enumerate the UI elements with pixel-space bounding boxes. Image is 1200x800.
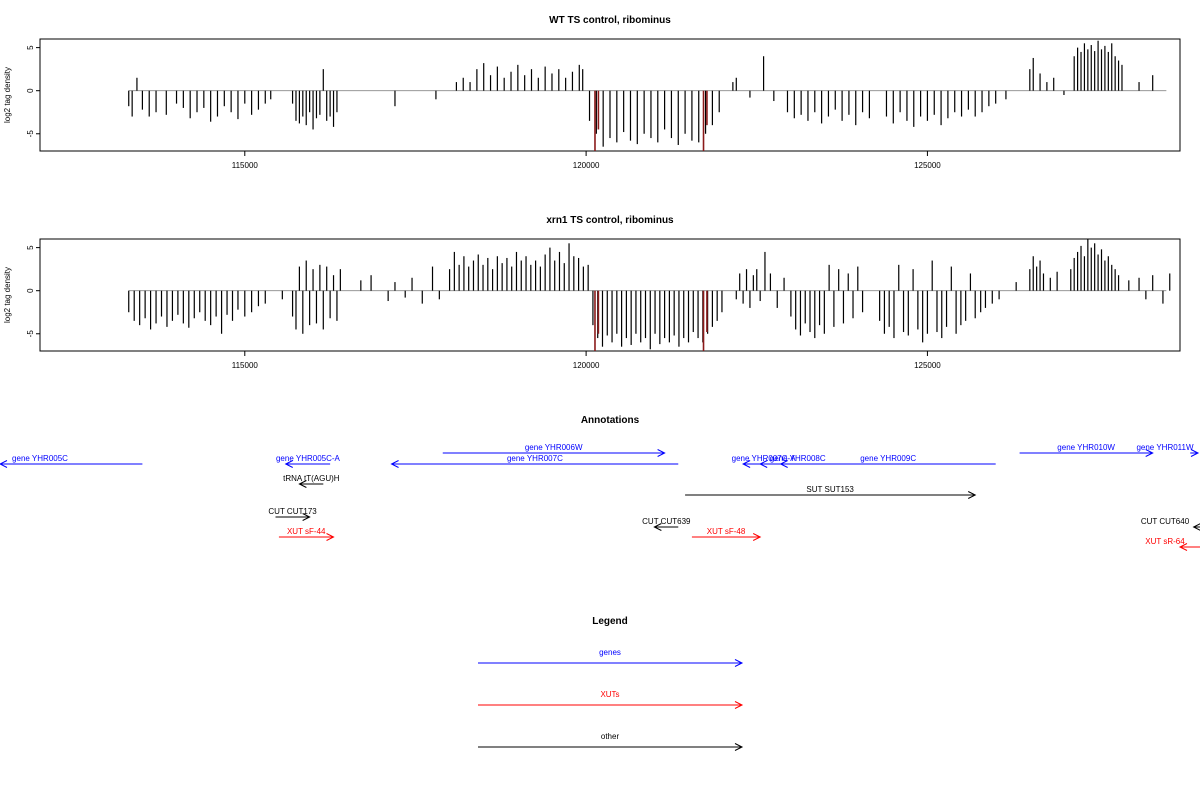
xrn1-y-tick-label: 5 bbox=[26, 245, 35, 250]
feature-label: gene YHR010W bbox=[1057, 443, 1115, 452]
feature-arrow-head bbox=[1190, 449, 1200, 457]
feature-label: XUT sR-64 bbox=[1145, 537, 1185, 546]
feature-label: gene YHR007C-A bbox=[732, 454, 797, 463]
xrn1-x-tick-label: 120000 bbox=[573, 361, 600, 370]
wt-y-tick-label: -5 bbox=[26, 130, 35, 138]
wt-x-tick-label: 125000 bbox=[914, 161, 941, 170]
legend-item-arrow-head bbox=[734, 701, 744, 709]
wt-x-axis: 115000 120000 125000 bbox=[232, 151, 941, 170]
feature-arrow-head bbox=[390, 460, 399, 468]
feature-arrow-head bbox=[752, 533, 762, 541]
xrn1-plot-frame bbox=[39, 238, 1181, 352]
feature-arrow-head bbox=[657, 449, 666, 457]
legend-item-label: XUTs bbox=[600, 690, 619, 699]
wt-y-axis: -5 0 5 bbox=[26, 45, 40, 137]
annotations-title: Annotations bbox=[581, 415, 640, 426]
wt-track-panel: WT TS control, ribominus log2 tag densit… bbox=[3, 15, 1181, 170]
xrn1-track-title: xrn1 TS control, ribominus bbox=[546, 215, 674, 226]
feature-arrow-head bbox=[326, 533, 335, 541]
feature-label: gene YHR009C bbox=[860, 454, 916, 463]
wt-y-tick-label: 5 bbox=[26, 45, 35, 50]
feature-label: CUT CUT639 bbox=[642, 517, 691, 526]
xrn1-x-tick-label: 125000 bbox=[914, 361, 941, 370]
xrn1-y-axis-label: log2 tag density bbox=[3, 267, 12, 323]
xrn1-y-tick-label: 0 bbox=[26, 288, 35, 293]
feature-label: CUT CUT173 bbox=[268, 507, 317, 516]
wt-x-tick-label: 120000 bbox=[573, 161, 600, 170]
legend-panel: Legend genes XUTs other bbox=[478, 616, 744, 751]
feature-label: gene YHR005C-A bbox=[276, 454, 341, 463]
feature-arrow-head bbox=[284, 460, 293, 468]
feature-arrow-head bbox=[967, 491, 977, 499]
wt-plot-frame bbox=[39, 38, 1181, 152]
wt-y-axis-label: log2 tag density bbox=[3, 67, 12, 123]
legend-item-label: other bbox=[601, 732, 620, 741]
feature-arrow-head bbox=[653, 523, 662, 531]
annotations-panel: Annotations gene YHR005C gene YHR005C-Age… bbox=[0, 415, 1200, 551]
feature-label: CUT CUT640 bbox=[1141, 517, 1190, 526]
legend-item-arrow-head bbox=[734, 659, 744, 667]
feature-arrow-head bbox=[779, 460, 788, 468]
feature-label: tRNA tT(AGU)H bbox=[283, 474, 340, 483]
xrn1-y-axis: -5 0 5 bbox=[26, 245, 40, 337]
feature-label: gene YHR007C bbox=[507, 454, 563, 463]
feature-arrow-head bbox=[0, 460, 8, 468]
legend-item-label: genes bbox=[599, 648, 621, 657]
legend-item-arrow-head bbox=[734, 743, 744, 751]
feature-label: XUT sF-44 bbox=[287, 527, 326, 536]
feature-arrow-head bbox=[1145, 449, 1154, 457]
feature-label: gene YHR005C bbox=[12, 454, 68, 463]
wt-x-tick-label: 115000 bbox=[232, 161, 259, 170]
feature-label: gene YHR011W bbox=[1136, 443, 1194, 452]
feature-arrow-head bbox=[298, 480, 307, 488]
feature-arrow-head bbox=[302, 513, 311, 521]
legend-title: Legend bbox=[592, 616, 628, 627]
xrn1-y-tick-label: -5 bbox=[26, 330, 35, 338]
feature-arrow-head bbox=[759, 460, 768, 468]
legend-items: genes XUTs other bbox=[478, 648, 744, 751]
feature-arrow-head bbox=[741, 460, 751, 468]
wt-track-title: WT TS control, ribominus bbox=[549, 15, 671, 26]
wt-y-tick-label: 0 bbox=[26, 88, 35, 93]
xrn1-bars bbox=[128, 239, 1171, 351]
feature-arrow-head bbox=[1178, 543, 1188, 551]
feature-arrows: gene YHR005C gene YHR005C-A gene YHR006W ge… bbox=[0, 443, 1200, 551]
xrn1-track-panel: xrn1 TS control, ribominus log2 tag dens… bbox=[3, 215, 1181, 370]
feature-arrow-head bbox=[1192, 523, 1200, 531]
feature-label: gene YHR008C bbox=[770, 454, 826, 463]
wt-bars bbox=[128, 40, 1154, 151]
xrn1-x-tick-label: 115000 bbox=[232, 361, 259, 370]
feature-label: gene YHR006W bbox=[525, 443, 583, 452]
feature-label: SUT SUT153 bbox=[806, 485, 854, 494]
xrn1-x-axis: 115000 120000 125000 bbox=[232, 351, 941, 370]
feature-label: XUT sF-48 bbox=[707, 527, 746, 536]
